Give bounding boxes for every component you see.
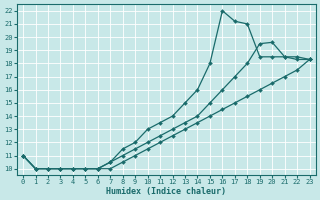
- X-axis label: Humidex (Indice chaleur): Humidex (Indice chaleur): [106, 187, 226, 196]
